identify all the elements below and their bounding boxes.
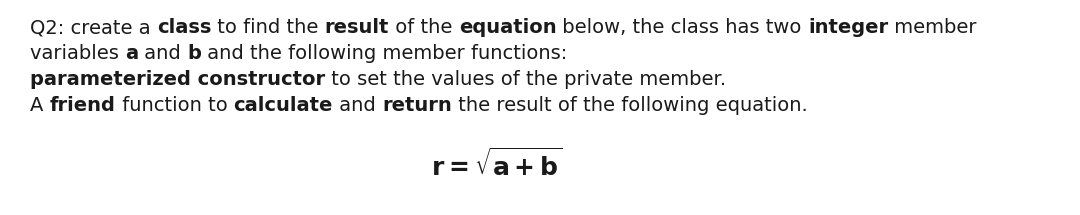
Text: result: result bbox=[325, 18, 389, 37]
Text: and the following member functions:: and the following member functions: bbox=[201, 44, 567, 63]
Text: $\mathbf{r = \sqrt{a+b}}$: $\mathbf{r = \sqrt{a+b}}$ bbox=[431, 148, 563, 181]
Text: to find the: to find the bbox=[212, 18, 325, 37]
Text: a: a bbox=[125, 44, 138, 63]
Text: equation: equation bbox=[459, 18, 556, 37]
Text: integer: integer bbox=[808, 18, 888, 37]
Text: class: class bbox=[157, 18, 212, 37]
Text: and: and bbox=[333, 96, 382, 115]
Text: return: return bbox=[382, 96, 451, 115]
Text: of the: of the bbox=[389, 18, 459, 37]
Text: variables: variables bbox=[30, 44, 125, 63]
Text: member: member bbox=[888, 18, 976, 37]
Text: below, the class has two: below, the class has two bbox=[556, 18, 808, 37]
Text: Q2: create a: Q2: create a bbox=[30, 18, 157, 37]
Text: and: and bbox=[138, 44, 187, 63]
Text: calculate: calculate bbox=[233, 96, 333, 115]
Text: A: A bbox=[30, 96, 50, 115]
Text: function to: function to bbox=[116, 96, 233, 115]
Text: the result of the following equation.: the result of the following equation. bbox=[451, 96, 808, 115]
Text: friend: friend bbox=[50, 96, 116, 115]
Text: b: b bbox=[187, 44, 201, 63]
Text: to set the values of the private member.: to set the values of the private member. bbox=[325, 70, 726, 89]
Text: parameterized constructor: parameterized constructor bbox=[30, 70, 325, 89]
